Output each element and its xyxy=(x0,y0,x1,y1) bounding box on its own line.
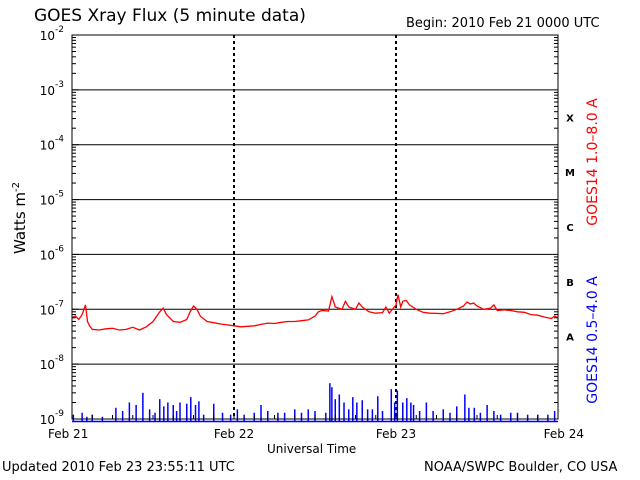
x-tick-label: Feb 22 xyxy=(214,427,254,441)
x-tick-label: Feb 23 xyxy=(376,427,416,441)
y-tick-exponent: -8 xyxy=(55,354,64,364)
flare-class-label: B xyxy=(566,278,574,289)
tick-layer: 10-9 10-8 10-7 10-6 10-5 10-4 10-3 10-2 Feb 21 Fe… xyxy=(40,25,584,441)
series-layer xyxy=(71,294,559,423)
source-credit: NOAA/SWPC Boulder, CO USA xyxy=(424,460,618,475)
y-tick-label: 10-8 xyxy=(40,354,65,372)
flare-class-label: X xyxy=(566,113,574,124)
chart-title: GOES Xray Flux (5 minute data) xyxy=(34,6,306,26)
series-long-channel-line xyxy=(71,294,559,331)
plot-frame xyxy=(71,34,559,420)
flare-class-label: C xyxy=(566,223,573,234)
grid-layer xyxy=(72,35,558,419)
y-tick-label: 10-9 xyxy=(40,409,65,427)
y-tick-exponent: -4 xyxy=(55,135,64,145)
y-tick-label: 10-7 xyxy=(40,299,64,317)
y-tick-exponent: -9 xyxy=(55,409,64,419)
x-axis-label: Universal Time xyxy=(267,442,357,456)
y-tick-label: 10-5 xyxy=(40,190,64,208)
y-tick-exponent: -2 xyxy=(55,25,64,35)
y-tick-label: 10-2 xyxy=(40,25,64,43)
updated-timestamp: Updated 2010 Feb 23 23:55:11 UTC xyxy=(2,460,235,475)
y-tick-exponent: -3 xyxy=(55,80,64,90)
y-tick-exponent: -6 xyxy=(55,244,64,254)
x-tick-label: Feb 24 xyxy=(544,427,584,441)
flare-class-label: A xyxy=(566,333,574,344)
y-tick-label: 10-6 xyxy=(40,244,65,262)
flare-class-label: M xyxy=(565,168,575,179)
y-tick-label: 10-4 xyxy=(40,135,65,153)
y-tick-label: 10-3 xyxy=(40,80,64,98)
y-tick-exponent: -7 xyxy=(55,299,64,309)
y-tick-exponent: -5 xyxy=(55,190,64,200)
x-tick-label: Feb 21 xyxy=(48,427,88,441)
begin-timestamp: Begin: 2010 Feb 21 0000 UTC xyxy=(406,16,600,31)
